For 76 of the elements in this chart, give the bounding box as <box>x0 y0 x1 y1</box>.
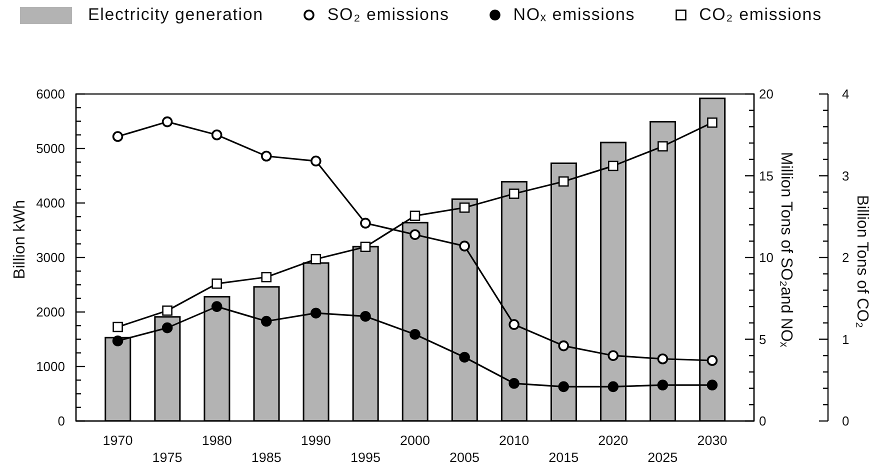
point <box>112 335 124 346</box>
point <box>508 319 520 330</box>
y3-tick-label: 3 <box>842 168 850 184</box>
point <box>162 116 173 128</box>
point <box>707 117 718 128</box>
y2-tick-label: 20 <box>759 86 774 102</box>
point <box>310 254 322 264</box>
x-tick-label: 1995 <box>350 450 380 465</box>
point <box>410 210 420 221</box>
point <box>260 150 272 162</box>
point <box>112 322 123 332</box>
y2-tick-label: 0 <box>759 414 766 429</box>
y3-tick-label: 4 <box>842 86 850 102</box>
x-tick-label: 1980 <box>202 433 232 448</box>
x-tick-label: 2025 <box>648 450 678 465</box>
y-tick-label: 4000 <box>36 196 65 211</box>
point <box>360 218 371 229</box>
y3-axis-title: Billion Tons of CO₂ <box>853 194 870 328</box>
point <box>211 301 222 312</box>
y-tick-label: 5000 <box>36 141 65 156</box>
y2-tick-label: 15 <box>759 168 774 184</box>
point <box>658 141 668 152</box>
point <box>310 156 322 166</box>
y2-tick-label: 5 <box>759 332 766 347</box>
y-tick-label: 0 <box>58 414 65 429</box>
legend-label: Electricity generation <box>88 5 264 25</box>
point <box>410 229 420 240</box>
legend-label: SO₂ emissions <box>327 5 450 25</box>
point <box>657 353 668 364</box>
point <box>558 340 570 352</box>
y-axis-title: Billion kWh <box>12 200 29 280</box>
x-tick-label: 2020 <box>598 433 628 448</box>
point <box>410 328 420 340</box>
point <box>112 131 124 142</box>
x-tick-label: 1990 <box>300 433 331 448</box>
y-tick-label: 6000 <box>36 86 65 102</box>
point <box>657 380 668 390</box>
point <box>360 242 371 252</box>
point <box>459 240 470 252</box>
point <box>310 308 322 318</box>
y-tick-label: 1000 <box>36 359 65 374</box>
point <box>211 129 222 140</box>
x-tick-label: 2005 <box>450 450 480 465</box>
point <box>212 278 222 289</box>
point <box>261 272 272 282</box>
point <box>608 381 619 392</box>
point <box>706 355 718 366</box>
point <box>508 188 520 199</box>
y3-tick-label: 2 <box>842 250 850 266</box>
point <box>162 305 172 316</box>
x-tick-label: 2030 <box>697 433 728 448</box>
y-tick-label: 2000 <box>36 304 65 320</box>
y-tick-label: 3000 <box>36 250 65 266</box>
x-tick-label: 2010 <box>499 433 530 448</box>
point <box>706 380 718 390</box>
point <box>608 350 619 361</box>
point <box>558 381 570 392</box>
point <box>459 352 470 363</box>
point <box>162 322 173 334</box>
x-tick-label: 1985 <box>251 450 282 465</box>
point <box>360 310 371 322</box>
y2-axis-title: Million Tons of SO₂and NOₓ <box>777 152 794 348</box>
point <box>260 316 272 327</box>
y3-tick-label: 1 <box>842 332 850 347</box>
x-tick-label: 2000 <box>400 433 430 448</box>
legend-label: CO₂ emissions <box>699 5 822 25</box>
point <box>558 176 569 187</box>
legend-label: NOₓ emissions <box>513 5 636 25</box>
x-tick-label: 1970 <box>102 433 133 448</box>
x-tick-label: 2015 <box>548 450 579 465</box>
point <box>608 160 618 172</box>
x-tick-label: 1975 <box>152 450 182 465</box>
point <box>508 378 520 389</box>
point <box>459 202 470 213</box>
y3-tick-label: 0 <box>842 414 850 429</box>
y2-tick-label: 10 <box>759 250 774 266</box>
